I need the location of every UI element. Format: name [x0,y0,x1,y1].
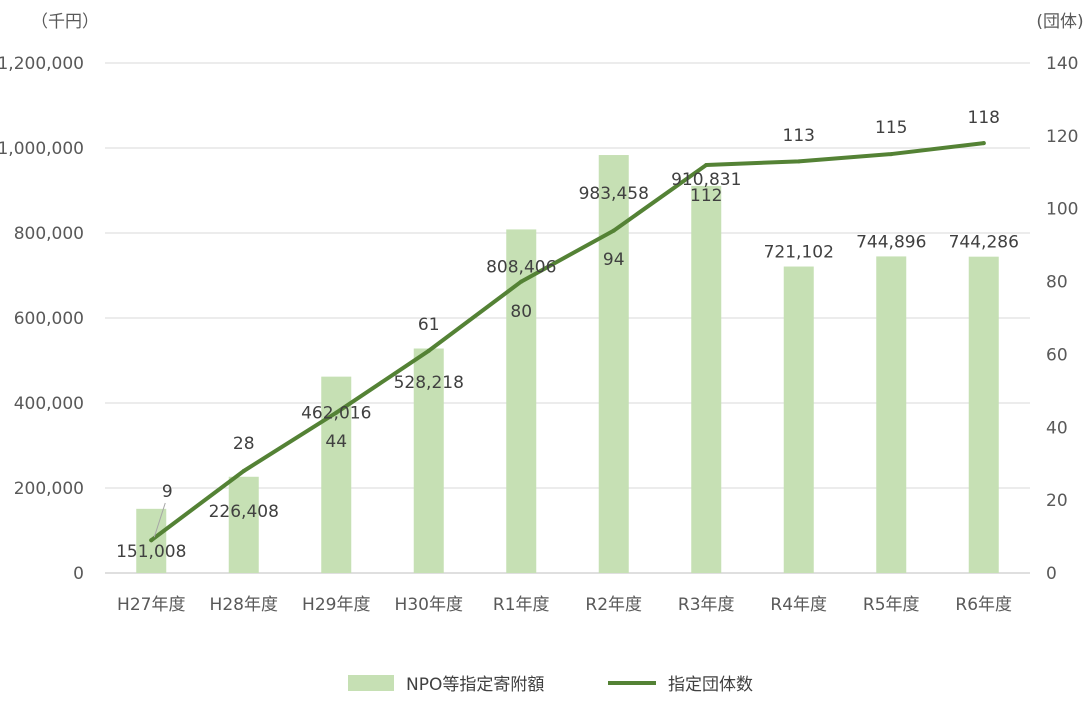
line-point [889,152,894,157]
category-label: H27年度 [117,595,185,615]
bar-series [136,155,999,574]
category-label: R1年度 [493,595,550,615]
line-point [611,228,616,233]
bar-value-label: 808,406 [486,257,556,277]
gridlines [105,62,1030,574]
bar [321,376,352,573]
legend: NPO等指定寄附額 指定団体数 [348,675,753,695]
category-label: H28年度 [210,595,278,615]
line-point [796,159,801,164]
line-point [519,279,524,284]
right-tick-label: 0 [1046,564,1057,584]
line-value-label: 80 [510,302,532,322]
right-tick-label: 80 [1046,273,1068,293]
category-label: R3年度 [678,595,735,615]
right-tick-label: 40 [1046,418,1068,438]
left-tick-label: 200,000 [14,479,84,499]
bar-value-label: 528,218 [394,373,464,393]
bar-value-label: 226,408 [209,502,279,522]
bar-value-label: 744,896 [856,232,926,252]
line-value-label: 113 [783,126,815,146]
line-point [334,410,339,415]
right-tick-label: 20 [1046,491,1068,511]
right-tick-label: 60 [1046,345,1068,365]
right-tick-label: 140 [1046,54,1078,74]
bar [783,266,814,573]
category-label: R5年度 [863,595,920,615]
category-label: R4年度 [770,595,827,615]
category-label: R6年度 [955,595,1012,615]
bar-value-label: 462,016 [301,404,371,424]
bar [968,256,999,573]
left-tick-label: 0 [73,564,84,584]
bar-value-label: 151,008 [116,542,186,562]
bar-value-label: 910,831 [671,170,741,190]
bar [228,476,259,573]
line-value-label: 61 [418,315,440,335]
left-tick-label: 800,000 [14,224,84,244]
right-tick-label: 100 [1046,200,1078,220]
left-tick-label: 1,000,000 [0,139,84,159]
line-path [149,141,986,543]
bar [598,155,629,574]
legend-bar-swatch [348,675,394,691]
line-point [426,348,431,353]
left-axis: 0 200,000 400,000 600,000 800,000 1,000,000 1,… [0,54,84,584]
right-axis: 0 20 40 60 80 100 120 140 [1046,54,1078,584]
category-label: H29年度 [302,595,370,615]
line-value-label: 44 [325,432,347,452]
left-axis-unit: （千円） [31,12,99,32]
left-tick-label: 600,000 [14,309,84,329]
bar-value-label: 721,102 [764,243,834,263]
legend-bar-label: NPO等指定寄附額 [406,675,544,695]
bar [876,256,907,573]
line-point [241,469,246,473]
bar [413,348,444,573]
left-tick-label: 400,000 [14,394,84,414]
line-point [981,141,986,146]
category-label: H30年度 [395,595,463,615]
line-value-label: 28 [233,434,255,454]
bar [691,185,722,573]
leader-line [153,502,166,538]
line-value-label: 118 [968,108,1000,128]
legend-line-label: 指定団体数 [668,675,753,695]
right-axis-unit: (団体) [1036,12,1083,32]
category-label: R2年度 [585,595,642,615]
data-labels: 151,008 226,408 462,016 528,218 808,406 983,4… [116,108,1019,562]
line-series [149,141,986,543]
line-point [149,538,154,543]
right-tick-label: 120 [1046,127,1078,147]
bar-value-label: 983,458 [579,184,649,204]
line-value-label: 112 [690,186,722,206]
line-point [704,163,709,167]
line-value-label: 115 [875,118,907,138]
line-value-label: 94 [603,250,625,270]
left-tick-label: 1,200,000 [0,54,84,74]
line-value-label: 9 [162,482,173,502]
bar-value-label: 744,286 [949,233,1019,253]
x-axis: H27年度 H28年度 H29年度 H30年度 R1年度 R2年度 R3年度 R4年度 R5年度… [117,595,1012,615]
